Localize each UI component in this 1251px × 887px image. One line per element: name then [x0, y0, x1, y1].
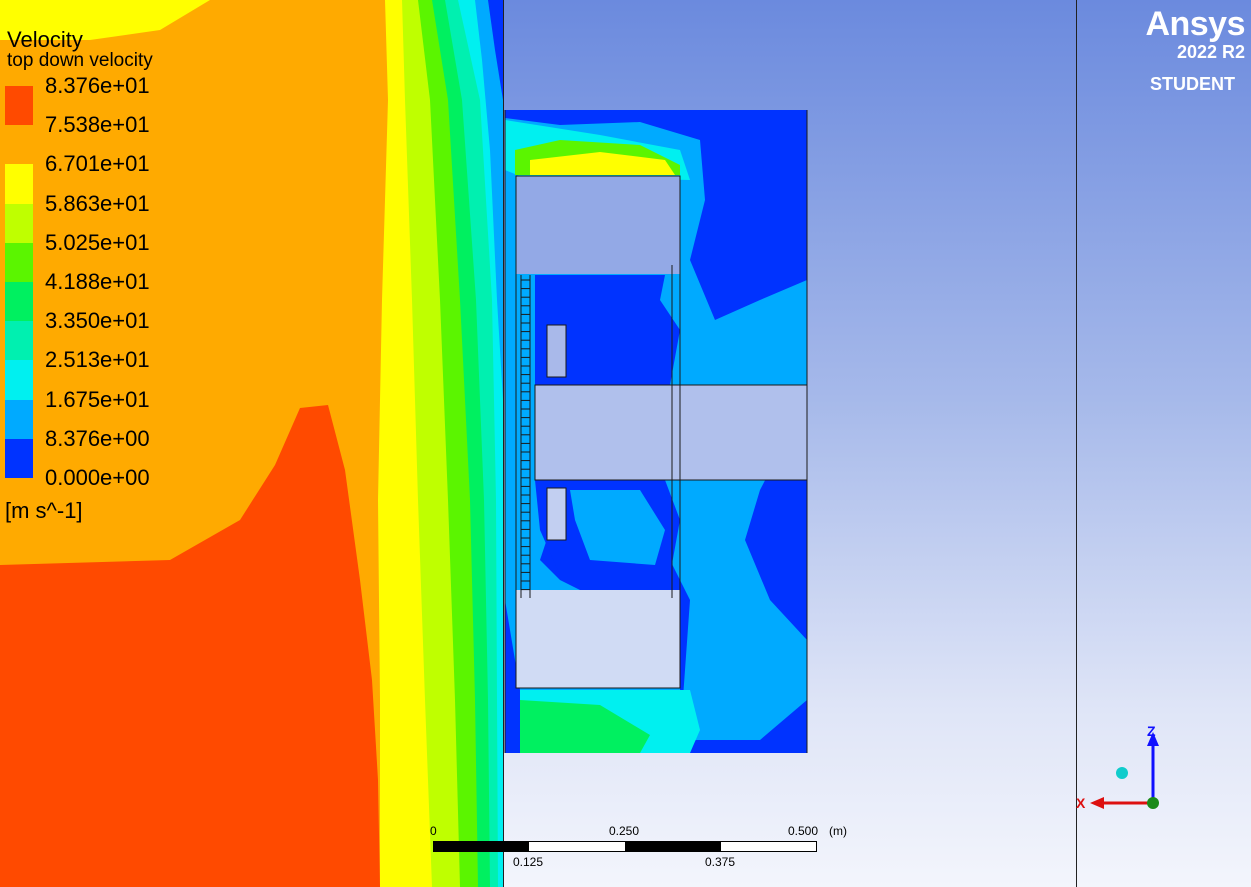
scale-label-0125: 0.125 — [513, 855, 544, 869]
legend-swatch — [5, 438, 33, 479]
domain-boundary-right — [1076, 0, 1077, 887]
legend-swatch — [5, 321, 33, 361]
legend-tick-label: 7.538e+01 — [45, 112, 150, 138]
origin-icon — [1147, 797, 1159, 809]
scale-label-0250: 0.250 — [609, 824, 640, 838]
legend-swatch — [5, 125, 33, 165]
legend-tick-label: 6.701e+01 — [45, 151, 150, 177]
domain-boundary-left — [503, 0, 504, 887]
brand-edition: STUDENT — [1150, 74, 1235, 94]
object-flow-bottom-green — [520, 700, 650, 753]
z-axis-label: Z — [1147, 723, 1156, 739]
gap-center — [535, 385, 807, 480]
legend-tick-label: 1.675e+01 — [45, 386, 150, 412]
inner-block-upper — [547, 325, 566, 377]
scale-label-0: 0 — [430, 824, 437, 838]
geometry-outlines — [504, 110, 808, 753]
legend-unit: [m s^-1] — [5, 498, 83, 523]
legend-tick-label: 4.188e+01 — [45, 269, 150, 294]
z-arrow-icon — [1147, 732, 1159, 746]
scale-bar: 0 0.250 0.500 (m) 0.125 0.375 — [430, 824, 853, 869]
scale-label-0375: 0.375 — [705, 855, 736, 869]
contour-band-blue — [488, 0, 503, 100]
contour-band-red — [0, 405, 380, 887]
legend-tick-label: 8.376e+00 — [45, 425, 150, 451]
legend-title: Velocity — [7, 27, 83, 52]
legend-swatch — [5, 203, 33, 244]
ansys-logo: Ansys 2022 R2 STUDENT — [1105, 6, 1245, 94]
geometry-ladder — [521, 279, 530, 591]
brand-version: 2022 R2 — [1176, 42, 1245, 62]
legend-tick-label: 3.350e+01 — [45, 308, 150, 334]
gap-bottom — [516, 590, 680, 688]
x-axis-label: X — [1076, 795, 1086, 811]
scale-bar-graphic — [433, 841, 817, 852]
contour-band-cyan — [458, 0, 503, 887]
legend-tick-label: 8.376e+01 — [45, 73, 150, 98]
legend-tick-label: 2.513e+01 — [45, 347, 150, 373]
contour-band-yellow-top — [0, 0, 210, 40]
contour-band-lightblue — [475, 0, 503, 400]
legend-swatch — [5, 86, 33, 126]
legend-swatch — [5, 360, 33, 401]
legend-swatch — [5, 242, 33, 283]
object-flow-lower-lightblue — [570, 490, 665, 565]
scale-label-0500: 0.500 — [788, 824, 819, 838]
legend-tick-label: 5.025e+01 — [45, 229, 150, 255]
legend-subtitle: top down velocity — [7, 50, 153, 71]
object-flow-yellow — [530, 152, 675, 175]
legend-swatch — [5, 282, 33, 322]
x-arrow-icon — [1090, 797, 1104, 809]
axis-triad — [1090, 732, 1159, 809]
gap-top — [516, 176, 680, 274]
brand-name: Ansys — [1145, 5, 1245, 43]
y-axis-ghost-icon — [1116, 767, 1128, 779]
legend-color-bar — [5, 86, 33, 479]
legend-swatch — [5, 164, 33, 205]
legend-swatch — [5, 399, 33, 440]
scale-unit: (m) — [829, 824, 847, 838]
inner-block-lower — [547, 488, 566, 540]
legend-tick-label: 0.000e+00 — [45, 465, 150, 490]
legend-tick-label: 5.863e+01 — [45, 190, 150, 216]
object-flow-mid-blue — [535, 275, 680, 385]
